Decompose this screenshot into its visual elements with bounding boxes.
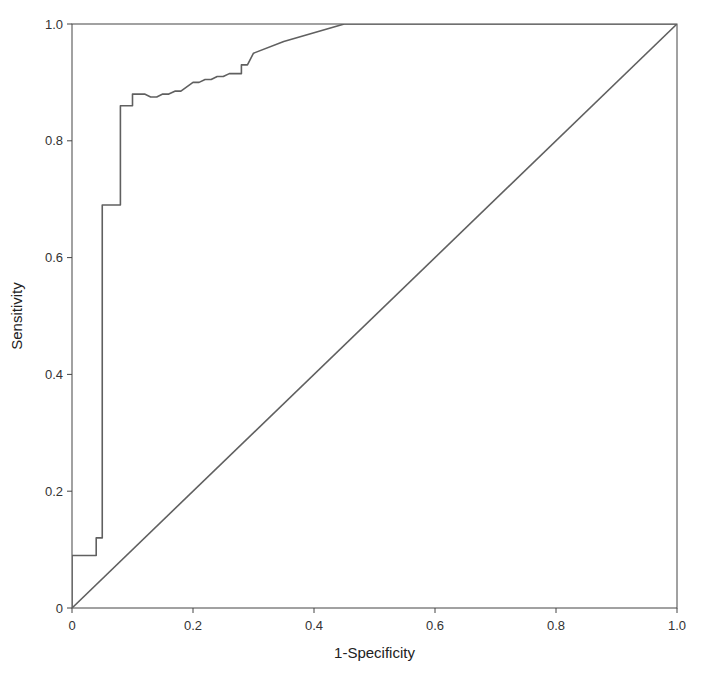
x-tick bbox=[314, 608, 315, 613]
x-tick bbox=[435, 608, 436, 613]
x-tick-label: 0.8 bbox=[547, 618, 565, 633]
x-tick-label: 0.6 bbox=[426, 618, 444, 633]
y-tick bbox=[67, 140, 72, 141]
x-tick-label: 0 bbox=[68, 618, 75, 633]
x-tick-label: 1.0 bbox=[668, 618, 686, 633]
y-tick-label: 0.8 bbox=[45, 133, 63, 148]
y-tick bbox=[67, 24, 72, 25]
y-tick bbox=[67, 374, 72, 375]
x-tick bbox=[193, 608, 194, 613]
data bbox=[72, 24, 677, 608]
y-tick-label: 0.6 bbox=[45, 250, 63, 265]
x-tick bbox=[677, 608, 678, 613]
y-tick bbox=[67, 608, 72, 609]
reference-line bbox=[72, 24, 677, 608]
y-tick bbox=[67, 491, 72, 492]
x-tick bbox=[72, 608, 73, 613]
y-tick-label: 0.4 bbox=[45, 367, 63, 382]
y-tick-label: 0 bbox=[56, 601, 63, 616]
y-axis-label: Sensitivity bbox=[8, 282, 25, 350]
y-tick-label: 1.0 bbox=[45, 17, 63, 32]
x-tick-label: 0.4 bbox=[305, 618, 323, 633]
chart: 0 0.2 0.4 0.6 0.8 1.0 0 0.2 0.4 0.6 0.8 1.0 1-Specif… bbox=[0, 0, 701, 680]
axes: 0 0.2 0.4 0.6 0.8 1.0 0 0.2 0.4 0.6 0.8 1.0 bbox=[45, 17, 686, 634]
y-tick-label: 0.2 bbox=[45, 484, 63, 499]
plot-frame bbox=[72, 24, 677, 608]
x-axis-label: 1-Specificity bbox=[334, 644, 415, 661]
x-tick bbox=[556, 608, 557, 613]
x-tick-label: 0.2 bbox=[184, 618, 202, 633]
roc-curve bbox=[72, 24, 677, 608]
y-tick bbox=[67, 257, 72, 258]
